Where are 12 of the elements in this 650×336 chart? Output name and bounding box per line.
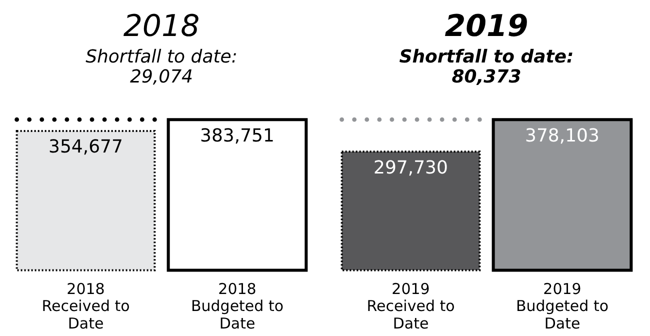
- x-tick-label: 2018 Received to Date: [42, 280, 130, 332]
- chart-title: 2019: [444, 8, 528, 44]
- data-label: 354,677: [48, 136, 123, 158]
- x-tick-label: 2019 Budgeted to Date: [516, 280, 609, 332]
- chart-subtitle: Shortfall to date: 29,074: [86, 46, 238, 88]
- data-label: 383,751: [200, 125, 274, 146]
- chart-title: 2018: [123, 8, 200, 44]
- chart-subtitle: Shortfall to date: 80,373: [399, 46, 574, 88]
- x-tick-label: 2019 Received to Date: [366, 280, 455, 332]
- data-label: 378,103: [525, 125, 600, 146]
- x-tick-label: 2018 Budgeted to Date: [190, 280, 284, 332]
- data-label: 297,730: [374, 157, 448, 178]
